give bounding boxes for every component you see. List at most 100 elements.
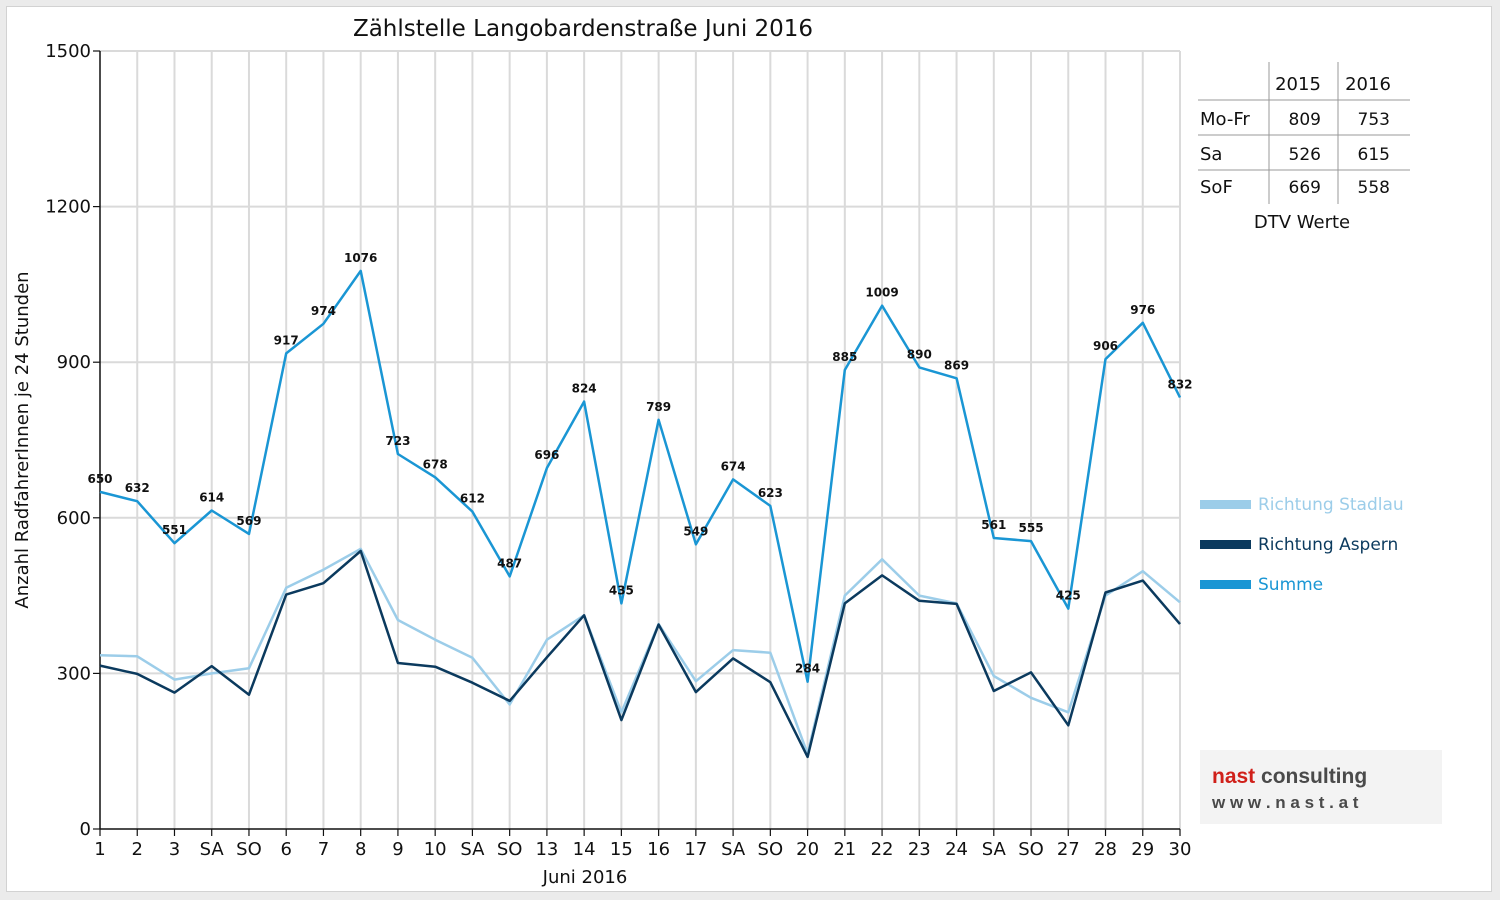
x-tick-label: 8 [355, 839, 366, 860]
dtv-row-label: SoF [1200, 177, 1233, 198]
data-label: 869 [944, 358, 969, 372]
x-tick-label: 13 [535, 839, 558, 860]
series-line-summe [99, 269, 1182, 683]
data-label: 678 [423, 457, 448, 471]
dtv-cell: 558 [1358, 178, 1390, 198]
y-axis-label: Anzahl RadfahrerInnen je 24 Stunden [12, 271, 33, 608]
data-label: 614 [199, 491, 224, 505]
dtv-cell: 615 [1358, 145, 1390, 165]
x-tick-label: 17 [684, 839, 707, 860]
x-tick-label: 14 [573, 839, 596, 860]
data-label: 917 [274, 333, 299, 347]
legend-label-aspern: Richtung Aspern [1258, 535, 1398, 555]
x-tick-label: 23 [908, 839, 931, 860]
data-label: 976 [1130, 303, 1155, 317]
x-tick-label: 28 [1094, 839, 1117, 860]
logo-url: w w w . n a s t . a t [1211, 793, 1359, 812]
data-label: 650 [87, 472, 112, 486]
legend-label-stadlau: Richtung Stadlau [1258, 495, 1404, 515]
data-label: 551 [162, 523, 187, 537]
data-label: 723 [385, 434, 410, 448]
x-tick-label: 1 [94, 839, 105, 860]
legend-swatch-summe [1200, 580, 1251, 589]
grid [100, 50, 1181, 829]
data-labels: 650 632 551 614 569 917 974 1076 723 678 612 487 696… [87, 251, 1192, 676]
data-label: 674 [721, 459, 746, 473]
data-label: 612 [460, 492, 485, 506]
legend-label-summe: Summe [1258, 575, 1323, 595]
legend: Richtung Stadlau Richtung Aspern Summe [1200, 495, 1404, 595]
x-tick-label: 24 [945, 839, 968, 860]
data-label: 832 [1167, 377, 1192, 391]
x-tick-label: 20 [796, 839, 819, 860]
data-label: 569 [236, 514, 261, 528]
nast-consulting-logo: nast consulting w w w . n a s t . a t [1200, 750, 1442, 824]
x-tick-label: 3 [169, 839, 180, 860]
dtv-header-2016: 2016 [1345, 74, 1391, 95]
data-label: 696 [534, 448, 559, 462]
legend-swatch-stadlau [1200, 500, 1251, 509]
y-tick-labels: 0 300 600 900 1200 1500 [45, 41, 91, 840]
data-label: 555 [1019, 521, 1044, 535]
y-tick-label: 1200 [45, 197, 91, 218]
x-tick-label: SA [721, 839, 746, 860]
data-label: 487 [497, 556, 522, 570]
dtv-cell: 669 [1289, 178, 1321, 198]
x-tick-label: 16 [647, 839, 670, 860]
dtv-caption: DTV Werte [1254, 212, 1350, 233]
y-tick-label: 300 [57, 663, 91, 684]
data-label: 885 [832, 350, 857, 364]
data-label: 789 [646, 400, 671, 414]
data-label: 561 [981, 518, 1006, 532]
series-line-stadlau [99, 547, 1181, 756]
data-label: 974 [311, 304, 336, 318]
chart-frame [6, 6, 1492, 892]
data-label: 549 [683, 524, 708, 538]
dtv-cell: 809 [1289, 110, 1321, 130]
chart-title: Zählstelle Langobardenstraße Juni 2016 [353, 16, 813, 42]
y-tick-label: 600 [57, 508, 91, 529]
data-label: 890 [907, 347, 932, 361]
x-tick-label: 9 [392, 839, 403, 860]
x-tick-label: SO [497, 839, 523, 860]
x-axis-label: Juni 2016 [542, 867, 628, 888]
legend-swatch-aspern [1200, 540, 1251, 549]
data-label: 906 [1093, 339, 1118, 353]
x-tick-label: SO [758, 839, 784, 860]
dtv-row-label: Sa [1200, 144, 1222, 165]
data-label: 425 [1056, 589, 1081, 603]
x-tick-label: 2 [132, 839, 143, 860]
x-tick-label: 10 [424, 839, 447, 860]
data-label: 1076 [344, 251, 377, 265]
series-line-aspern [99, 549, 1181, 759]
dtv-table: 2015 2016 Mo-Fr 809 753 Sa 526 615 SoF 6… [1198, 62, 1410, 233]
dtv-cell: 526 [1289, 145, 1321, 165]
x-tick-label: SO [236, 839, 262, 860]
dtv-header-2015: 2015 [1275, 74, 1321, 95]
dtv-row-label: Mo-Fr [1200, 109, 1250, 130]
x-tick-label: 21 [833, 839, 856, 860]
logo-name: nast consulting [1212, 765, 1367, 788]
x-tick-label: 7 [318, 839, 329, 860]
x-tick-label: 30 [1169, 839, 1192, 860]
axes [93, 50, 1181, 836]
data-label: 632 [125, 481, 150, 495]
data-label: 284 [795, 662, 820, 676]
x-tick-label: 6 [280, 839, 291, 860]
y-tick-label: 0 [80, 819, 91, 840]
x-tick-label: SA [460, 839, 485, 860]
x-tick-label: 29 [1131, 839, 1154, 860]
x-tick-label: SA [200, 839, 225, 860]
data-label: 435 [609, 583, 634, 597]
x-tick-label: SO [1018, 839, 1044, 860]
x-tick-labels: 1 2 3 SA SO 6 7 8 9 10 SA SO 13 14 15 16 17 SA SO 20 21 22 23 2… [94, 839, 1191, 860]
x-tick-label: 27 [1057, 839, 1080, 860]
series-lines [99, 269, 1182, 759]
y-tick-label: 900 [57, 352, 91, 373]
x-tick-label: 22 [871, 839, 894, 860]
y-tick-label: 1500 [45, 41, 91, 62]
dtv-cell: 753 [1358, 110, 1390, 130]
x-tick-label: 15 [610, 839, 633, 860]
x-tick-label: SA [982, 839, 1007, 860]
